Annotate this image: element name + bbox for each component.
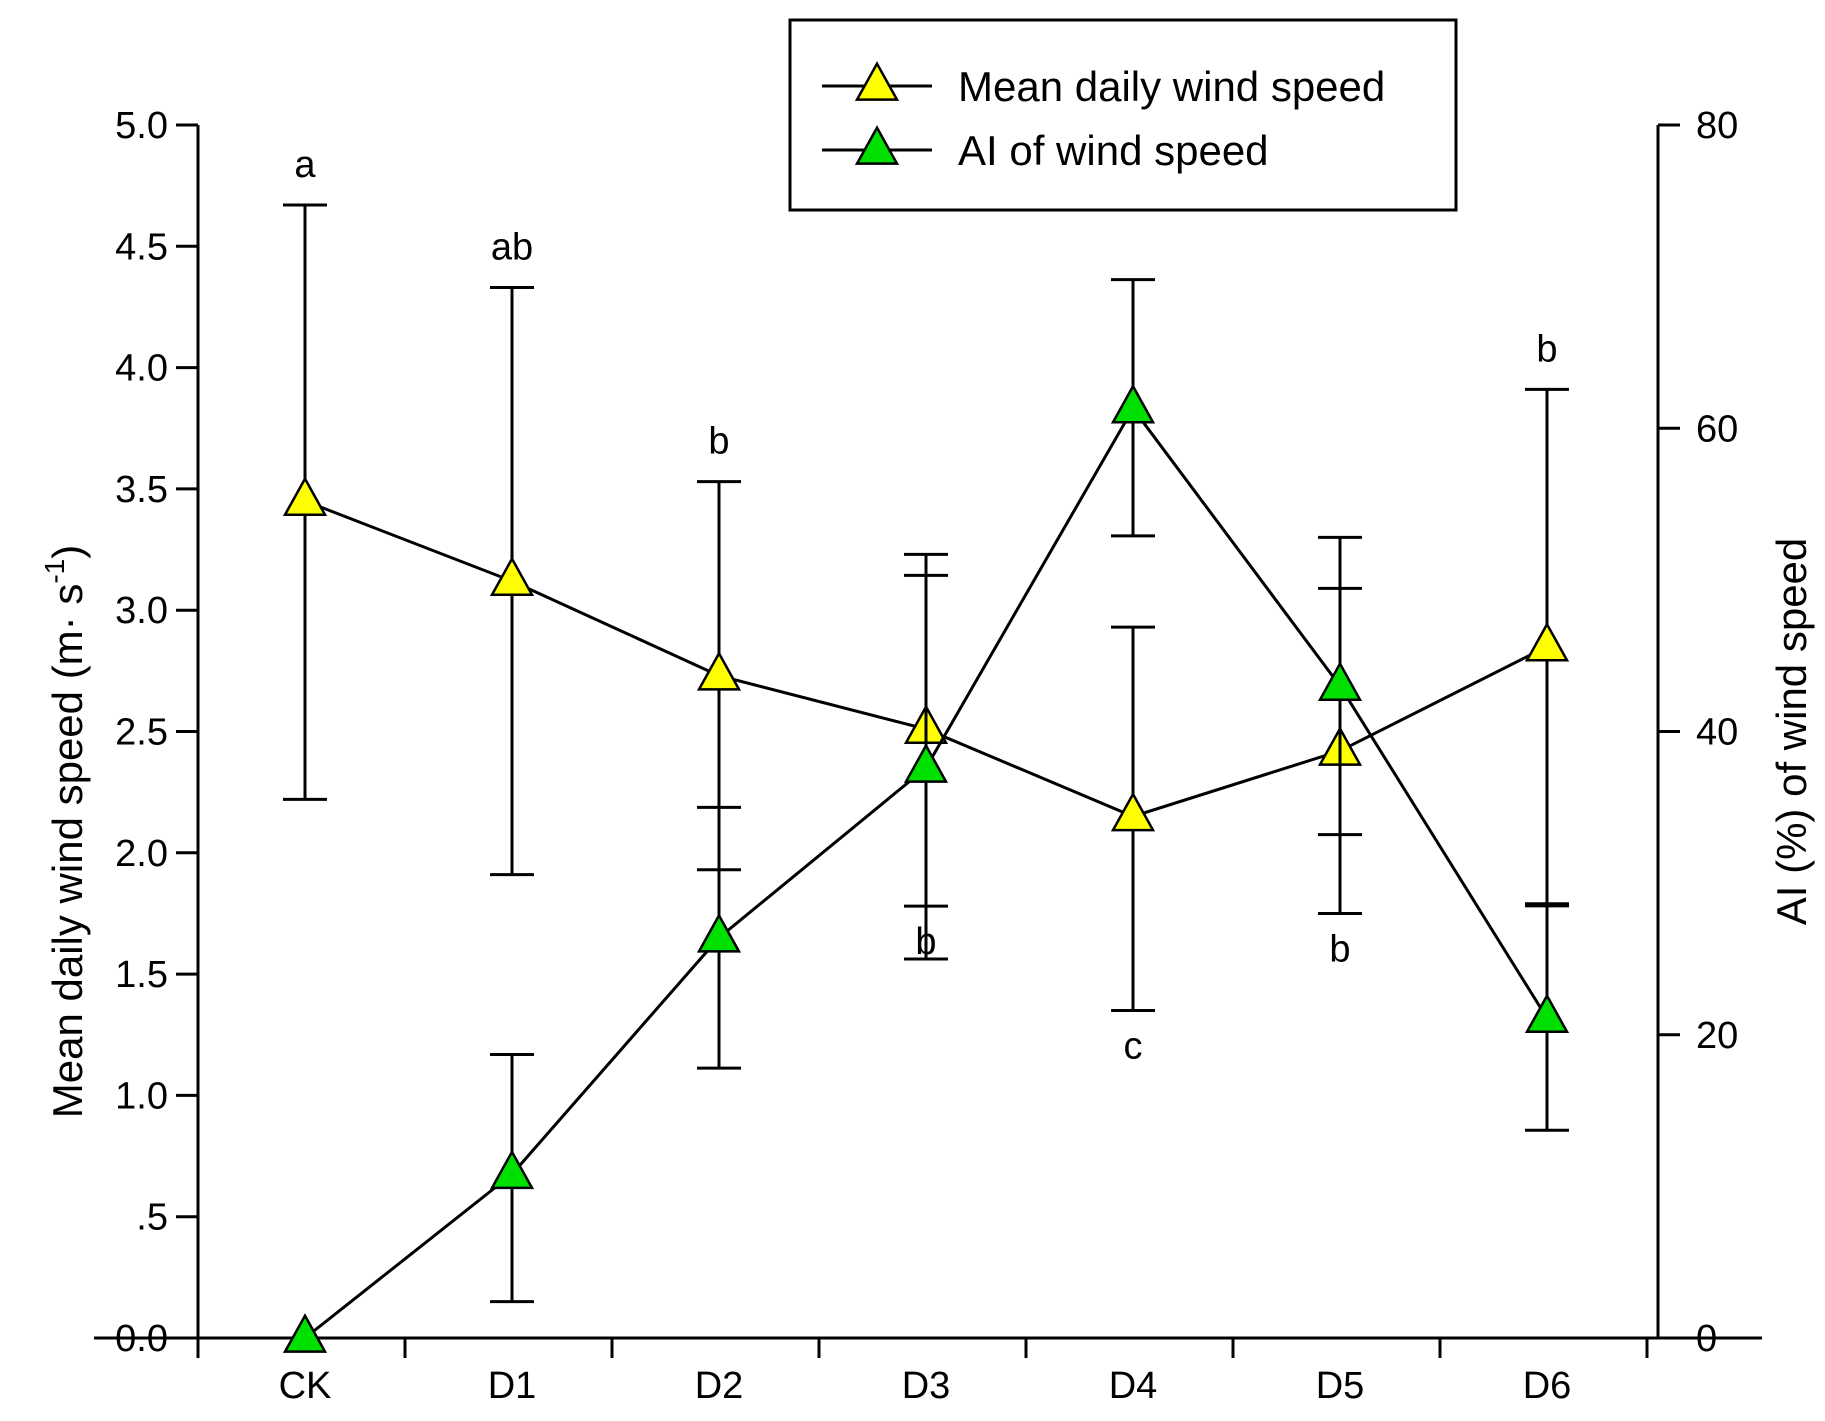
x-tick-label: D5 [1316,1365,1365,1407]
left-tick-label: 3.0 [115,590,168,632]
right-axis-title: AI (%) of wind speed [1768,538,1815,926]
left-tick-label: 1.5 [115,954,168,996]
data-point-marker [1524,993,1570,1034]
legend-label: Mean daily wind speed [958,63,1385,110]
data-point-marker [489,1149,535,1190]
series-layer [282,203,1570,1353]
right-tick-label: 20 [1696,1015,1738,1057]
left-axis-title-superscript: -1 [39,559,70,584]
left-tick-label: .5 [136,1197,168,1239]
x-tick-label: D3 [902,1365,951,1407]
legend-marker [854,125,900,165]
significance-letter: b [915,921,936,963]
left-tick-label: 4.5 [115,226,168,268]
significance-letter: c [1124,1025,1143,1067]
legend-marker [854,61,900,101]
data-point-marker [489,556,535,597]
data-point-marker [1317,661,1363,701]
data-point-marker [903,742,949,783]
x-axis: CK D1 D2 D3 D4 D5 D6 [94,1336,1762,1407]
left-tick-label: 3.5 [115,469,168,511]
left-axis-title-main: Mean daily wind speed (m· s [44,584,91,1119]
left-axis-title-close: ) [44,545,91,559]
x-tick-label: D1 [488,1365,537,1407]
x-axis-ticks: CK D1 D2 D3 D4 D5 D6 [196,1338,1649,1407]
significance-letters: a ab b b c b b [294,144,1557,1067]
data-point-marker [1110,791,1156,832]
significance-letter: b [1329,928,1350,970]
significance-letter: b [1536,328,1557,370]
data-point-marker [696,912,742,953]
left-tick-label: 4.0 [115,348,168,390]
significance-letter: b [708,421,729,463]
legend: Mean daily wind speed AI of wind speed [788,18,1458,212]
right-tick-label: 40 [1696,712,1738,754]
right-tick-label: 60 [1696,408,1738,450]
x-tick-label: D6 [1523,1365,1572,1407]
data-point-marker [282,476,328,516]
data-point-marker [282,1313,328,1353]
legend-label: AI of wind speed [958,127,1269,174]
data-point-marker [1110,383,1156,424]
data-point-marker [1524,621,1570,662]
left-axis-title: Mean daily wind speed (m· s-1) [39,545,91,1118]
series-2 [282,278,1570,1353]
left-tick-label: 2.5 [115,712,168,754]
left-tick-label: 5.0 [115,105,168,147]
left-tick-label: 1.0 [115,1075,168,1117]
legend-box [788,18,1458,212]
data-point-marker [696,650,742,691]
legend-items: Mean daily wind speed AI of wind speed [822,61,1385,174]
significance-letter: a [294,144,316,186]
left-tick-label: 2.0 [115,833,168,875]
x-tick-label: D2 [695,1365,744,1407]
right-tick-label: 80 [1696,105,1738,147]
x-tick-label: D4 [1109,1365,1158,1407]
left-axis-ticks: 0.0.51.01.52.02.53.03.54.04.55.0 [115,105,198,1360]
significance-letter: ab [491,227,533,269]
x-tick-label: CK [279,1365,332,1407]
left-axis: 0.0.51.01.52.02.53.03.54.04.55.0 [115,105,200,1360]
